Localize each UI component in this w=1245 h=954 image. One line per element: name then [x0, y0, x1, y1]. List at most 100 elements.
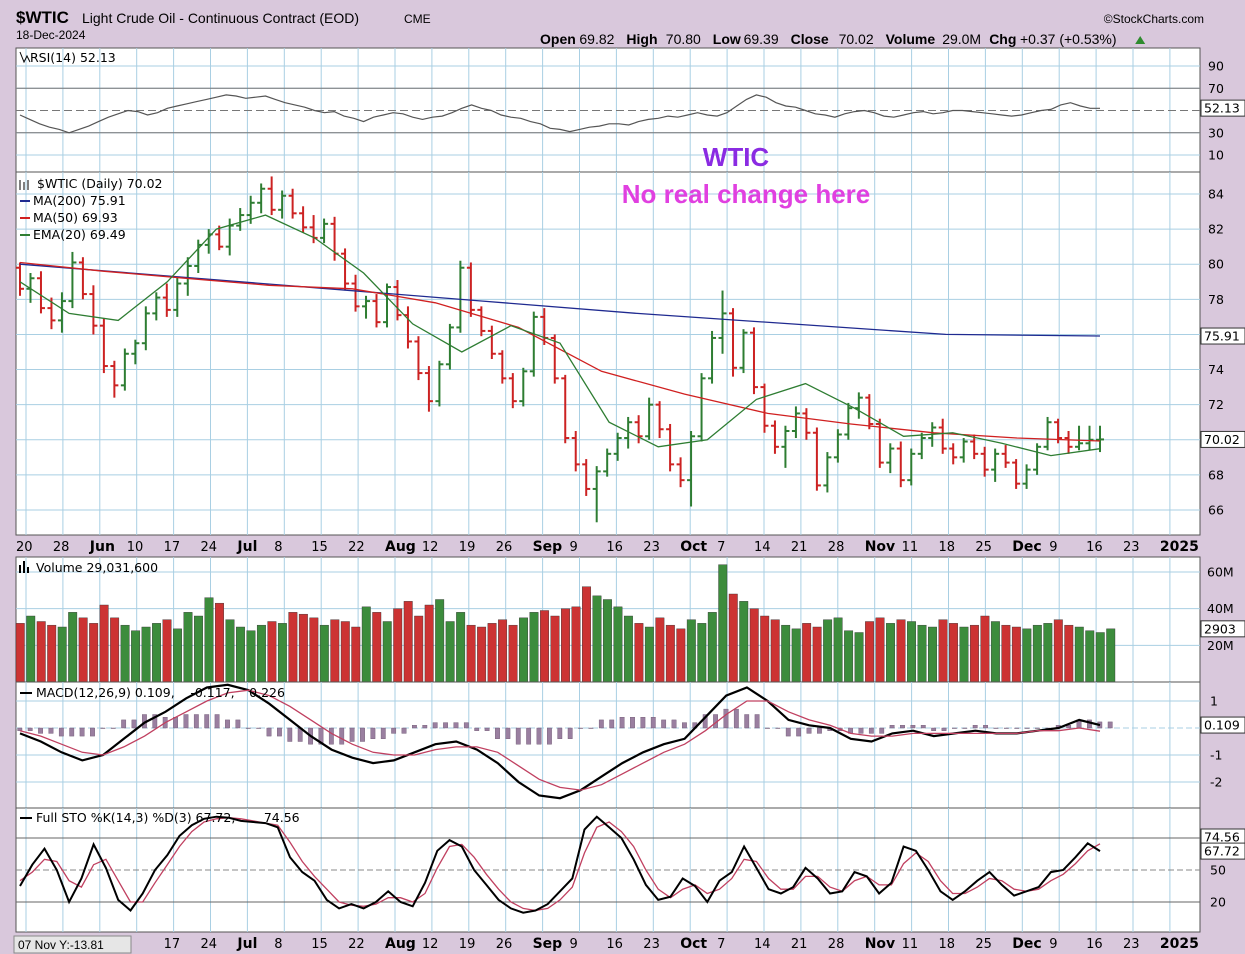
volume-bar [1043, 623, 1053, 683]
macd-histogram-bar [27, 727, 33, 731]
volume-bar [613, 606, 623, 683]
volume-bar [403, 601, 413, 683]
exchange: CME [404, 12, 431, 26]
x-tick-label: 22 [348, 540, 365, 555]
macd-histogram-bar [723, 708, 729, 729]
ohlc-readout: Open 69.82 High 70.80 Low 69.39 Close 70.02 Volu… [540, 31, 1146, 47]
volume-bar [152, 623, 162, 683]
x-tick-label: Jun [89, 539, 115, 555]
macd-ytick: -1 [1210, 748, 1222, 763]
volume-bar [68, 612, 78, 683]
price-bars-icon [19, 180, 29, 190]
macd-signal-line [19, 689, 1101, 791]
macd-histogram-bar [879, 727, 885, 734]
volume-bar [361, 606, 371, 683]
price-ma50-line [19, 261, 1101, 442]
rsi-ytick: 90 [1208, 59, 1224, 74]
price-panel: 84 82 80 78 74 72 68 66 75.91 70.02 $WTIC (Daily) … [15, 171, 1245, 536]
stochastic-k-line [19, 815, 1101, 914]
volume-bar [676, 628, 686, 683]
macd-histogram-bar [495, 727, 500, 740]
x-tick-label: 8 [274, 540, 282, 555]
price-legend-entry: MA(50) 69.93 [33, 210, 118, 225]
volume-bar [844, 630, 854, 683]
x-bottom-tick-label: 19 [459, 937, 476, 952]
x-tick-label: 19 [459, 540, 476, 555]
rsi-panel: 90 70 30 10 52.13 RSI(14) 52.13 [15, 47, 1245, 173]
volume-bar [225, 619, 235, 683]
volume-bar [57, 626, 67, 683]
x-tick-label: Dec [1012, 539, 1041, 555]
x-bottom-tick-label: Nov [865, 936, 895, 952]
macd-histogram-bar [650, 717, 656, 729]
volume-bar [487, 623, 497, 683]
x-tick-label: 21 [791, 540, 808, 555]
x-tick-label: 14 [754, 540, 771, 555]
macd-histogram-bar [941, 727, 947, 731]
macd-histogram-bar [806, 727, 812, 734]
macd-histogram-bar [100, 727, 106, 729]
volume-bar [823, 619, 833, 683]
volume-bar [728, 593, 738, 683]
x-bottom-tick-label: Sep [533, 936, 563, 952]
price-ytick: 72 [1208, 397, 1224, 412]
ohlc-label-high: High [626, 31, 657, 47]
macd-histogram-bar [225, 719, 230, 729]
volume-bar [477, 626, 487, 683]
x-tick-label: 7 [717, 540, 725, 555]
x-tick-label: 20 [16, 540, 33, 555]
x-tick-label: Oct [680, 539, 707, 555]
macd-histogram-bar [48, 727, 54, 734]
macd-histogram-bar [339, 727, 345, 745]
volume-bar [644, 626, 654, 683]
macd-histogram-bar [775, 727, 781, 729]
macd-histogram-bar [910, 725, 916, 729]
x-tick-label: 16 [1086, 540, 1103, 555]
volume-bar [781, 624, 791, 683]
volume-bar [498, 619, 508, 683]
volume-bar [78, 617, 88, 683]
annotation-note: No real change here [622, 179, 871, 209]
annotation-title: WTIC [703, 142, 770, 172]
macd-panel: 1 -1 -2 0.109 MACD(12,26,9) 0.109, -0.117, 0… [15, 681, 1245, 809]
stochastic-ytick: 50 [1210, 863, 1226, 878]
volume-bar [896, 619, 906, 683]
macd-histogram-bar [619, 717, 625, 729]
macd-histogram-bar [630, 717, 635, 729]
macd-ytick: -2 [1210, 775, 1222, 790]
volume-bar [697, 623, 707, 683]
volume-bar [288, 612, 298, 683]
rsi-last-value: 52.13 [1204, 101, 1240, 116]
x-tick-label: Jul [236, 539, 257, 555]
x-tick-label: 9 [570, 540, 578, 555]
macd-histogram-bar [110, 727, 116, 729]
x-tick-label: 26 [496, 540, 513, 555]
price-ytick: 68 [1208, 467, 1224, 482]
instrument-name: Light Crude Oil - Continuous Contract (E… [82, 10, 359, 26]
volume-bar [277, 623, 287, 683]
volume-bar [110, 617, 120, 683]
volume-bar [875, 617, 885, 683]
stochastic-d-last: 74.56 [1204, 830, 1240, 845]
macd-histogram-bar [733, 708, 739, 729]
x-tick-label: 10 [127, 540, 144, 555]
x-bottom-tick-label: 7 [717, 937, 725, 952]
macd-histogram-bar [17, 727, 23, 731]
rsi-ytick: 10 [1208, 148, 1224, 163]
macd-histogram-bar [287, 727, 293, 742]
x-tick-label: 9 [1049, 540, 1057, 555]
macd-histogram-bar [817, 727, 822, 734]
stochastic-k-last-box [1200, 842, 1245, 860]
macd-legend-part: 0.226 [249, 685, 285, 700]
rsi-last-value-box [1200, 99, 1245, 117]
macd-histogram-bar [183, 714, 189, 729]
macd-legend-part: MACD(12,26,9) 0.109, [36, 685, 175, 700]
volume-bar [791, 628, 801, 683]
volume-bar [1001, 624, 1011, 683]
volume-bar [1074, 626, 1084, 683]
x-bottom-tick-label: 26 [496, 937, 513, 952]
symbol: $WTIC [16, 8, 69, 27]
macd-histogram-bar [972, 725, 978, 729]
macd-histogram-bar [401, 727, 407, 734]
macd-histogram-bar [578, 727, 583, 729]
